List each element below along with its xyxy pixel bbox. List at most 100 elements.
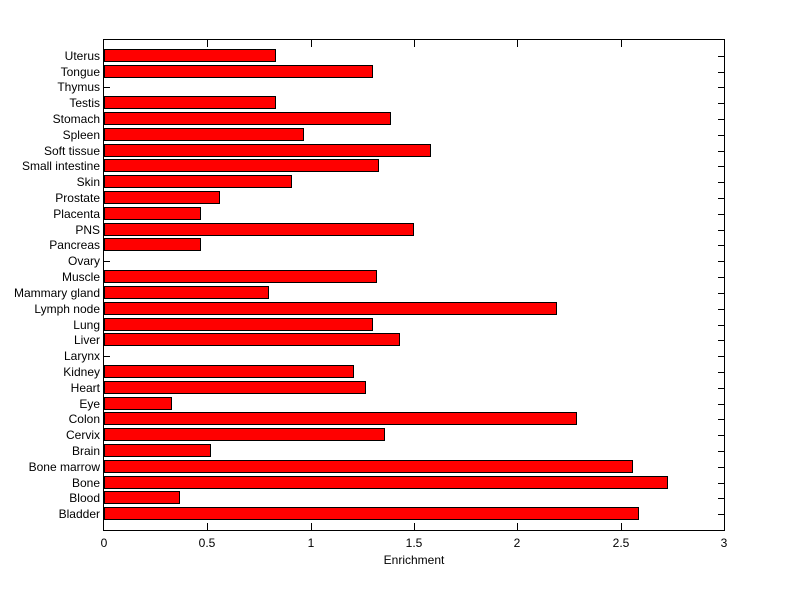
y-tick-mark-right [718,340,724,341]
y-tick-mark-right [718,325,724,326]
x-tick-mark-top [207,40,208,47]
y-tick-mark-right [718,72,724,73]
y-tick-mark-right [718,419,724,420]
y-tick-mark-right [718,261,724,262]
x-tick-mark-bottom [311,523,312,530]
y-tick-mark-left [104,87,110,88]
plot-area [103,39,725,531]
y-tick-mark-right [718,309,724,310]
bar-colon [104,412,577,425]
x-tick-mark-top [621,40,622,47]
bar-placenta [104,207,201,220]
y-tick-mark-right [718,293,724,294]
y-tick-mark-right [718,372,724,373]
bar-tongue [104,65,373,78]
y-category-label-larynx: Larynx [63,349,100,363]
x-tick-mark-bottom [517,523,518,530]
x-tick-mark-top [517,40,518,47]
bar-pancreas [104,238,201,251]
bar-brain [104,444,211,457]
y-tick-mark-right [718,514,724,515]
y-category-label-skin: Skin [76,175,100,189]
bar-bladder [104,507,639,520]
y-tick-mark-right [718,451,724,452]
y-tick-mark-right [718,119,724,120]
y-category-label-uterus: Uterus [64,49,100,63]
bar-lung [104,318,373,331]
y-tick-mark-right [718,87,724,88]
x-axis-title: Enrichment [383,553,445,567]
x-tick-mark-bottom [621,523,622,530]
y-category-label-colon: Colon [68,412,100,426]
y-tick-mark-right [718,103,724,104]
x-tick-label-0-5: 0.5 [198,536,216,550]
x-tick-label-2: 2 [513,536,521,550]
bar-bone [104,476,668,489]
bar-soft-tissue [104,144,431,157]
y-category-label-tongue: Tongue [60,65,100,79]
x-tick-label-1-5: 1.5 [405,536,423,550]
y-tick-mark-right [718,498,724,499]
bar-cervix [104,428,385,441]
x-tick-mark-bottom [207,523,208,530]
y-category-label-mammary-gland: Mammary gland [13,286,100,300]
y-tick-mark-right [718,435,724,436]
bar-skin [104,175,292,188]
y-category-label-bone: Bone [71,476,100,490]
bar-stomach [104,112,391,125]
y-category-label-soft-tissue: Soft tissue [43,144,100,158]
y-category-label-spleen: Spleen [62,128,100,142]
y-category-label-eye: Eye [79,397,100,411]
y-tick-mark-right [718,245,724,246]
y-category-label-prostate: Prostate [55,191,100,205]
y-tick-mark-right [718,467,724,468]
bar-liver [104,333,400,346]
y-tick-mark-right [718,182,724,183]
y-category-label-lymph-node: Lymph node [34,302,100,316]
y-category-label-liver: Liver [73,333,100,347]
y-tick-mark-right [718,230,724,231]
y-tick-mark-right [718,166,724,167]
bar-spleen [104,128,304,141]
y-category-label-bladder: Bladder [58,507,100,521]
y-tick-mark-right [718,135,724,136]
bar-kidney [104,365,354,378]
y-category-label-testis: Testis [69,96,100,110]
y-category-label-stomach: Stomach [52,112,100,126]
bar-mammary-gland [104,286,269,299]
y-category-label-placenta: Placenta [53,207,100,221]
y-tick-mark-right [718,404,724,405]
bar-muscle [104,270,377,283]
y-tick-mark-left [104,261,110,262]
bar-small-intestine [104,159,379,172]
y-category-label-pancreas: Pancreas [49,238,100,252]
y-category-label-heart: Heart [70,381,100,395]
y-category-label-brain: Brain [71,444,100,458]
bar-blood [104,491,180,504]
y-tick-mark-right [718,277,724,278]
y-tick-mark-right [718,151,724,152]
bar-uterus [104,49,276,62]
bar-testis [104,96,276,109]
y-tick-mark-left [104,356,110,357]
bar-eye [104,397,172,410]
y-category-label-muscle: Muscle [61,270,100,284]
bar-lymph-node [104,302,557,315]
y-tick-mark-right [718,356,724,357]
y-category-label-kidney: Kidney [63,365,100,379]
y-tick-mark-right [718,214,724,215]
x-tick-label-0: 0 [100,536,108,550]
x-tick-label-1: 1 [307,536,315,550]
y-tick-mark-right [718,388,724,389]
bar-pns [104,223,414,236]
bar-heart [104,381,366,394]
x-tick-mark-top [311,40,312,47]
y-category-label-ovary: Ovary [67,254,100,268]
y-category-label-bone-marrow: Bone marrow [28,460,100,474]
y-tick-mark-right [718,483,724,484]
x-tick-label-3: 3 [720,536,728,550]
x-tick-label-2-5: 2.5 [612,536,630,550]
y-tick-mark-right [718,198,724,199]
bar-prostate [104,191,220,204]
